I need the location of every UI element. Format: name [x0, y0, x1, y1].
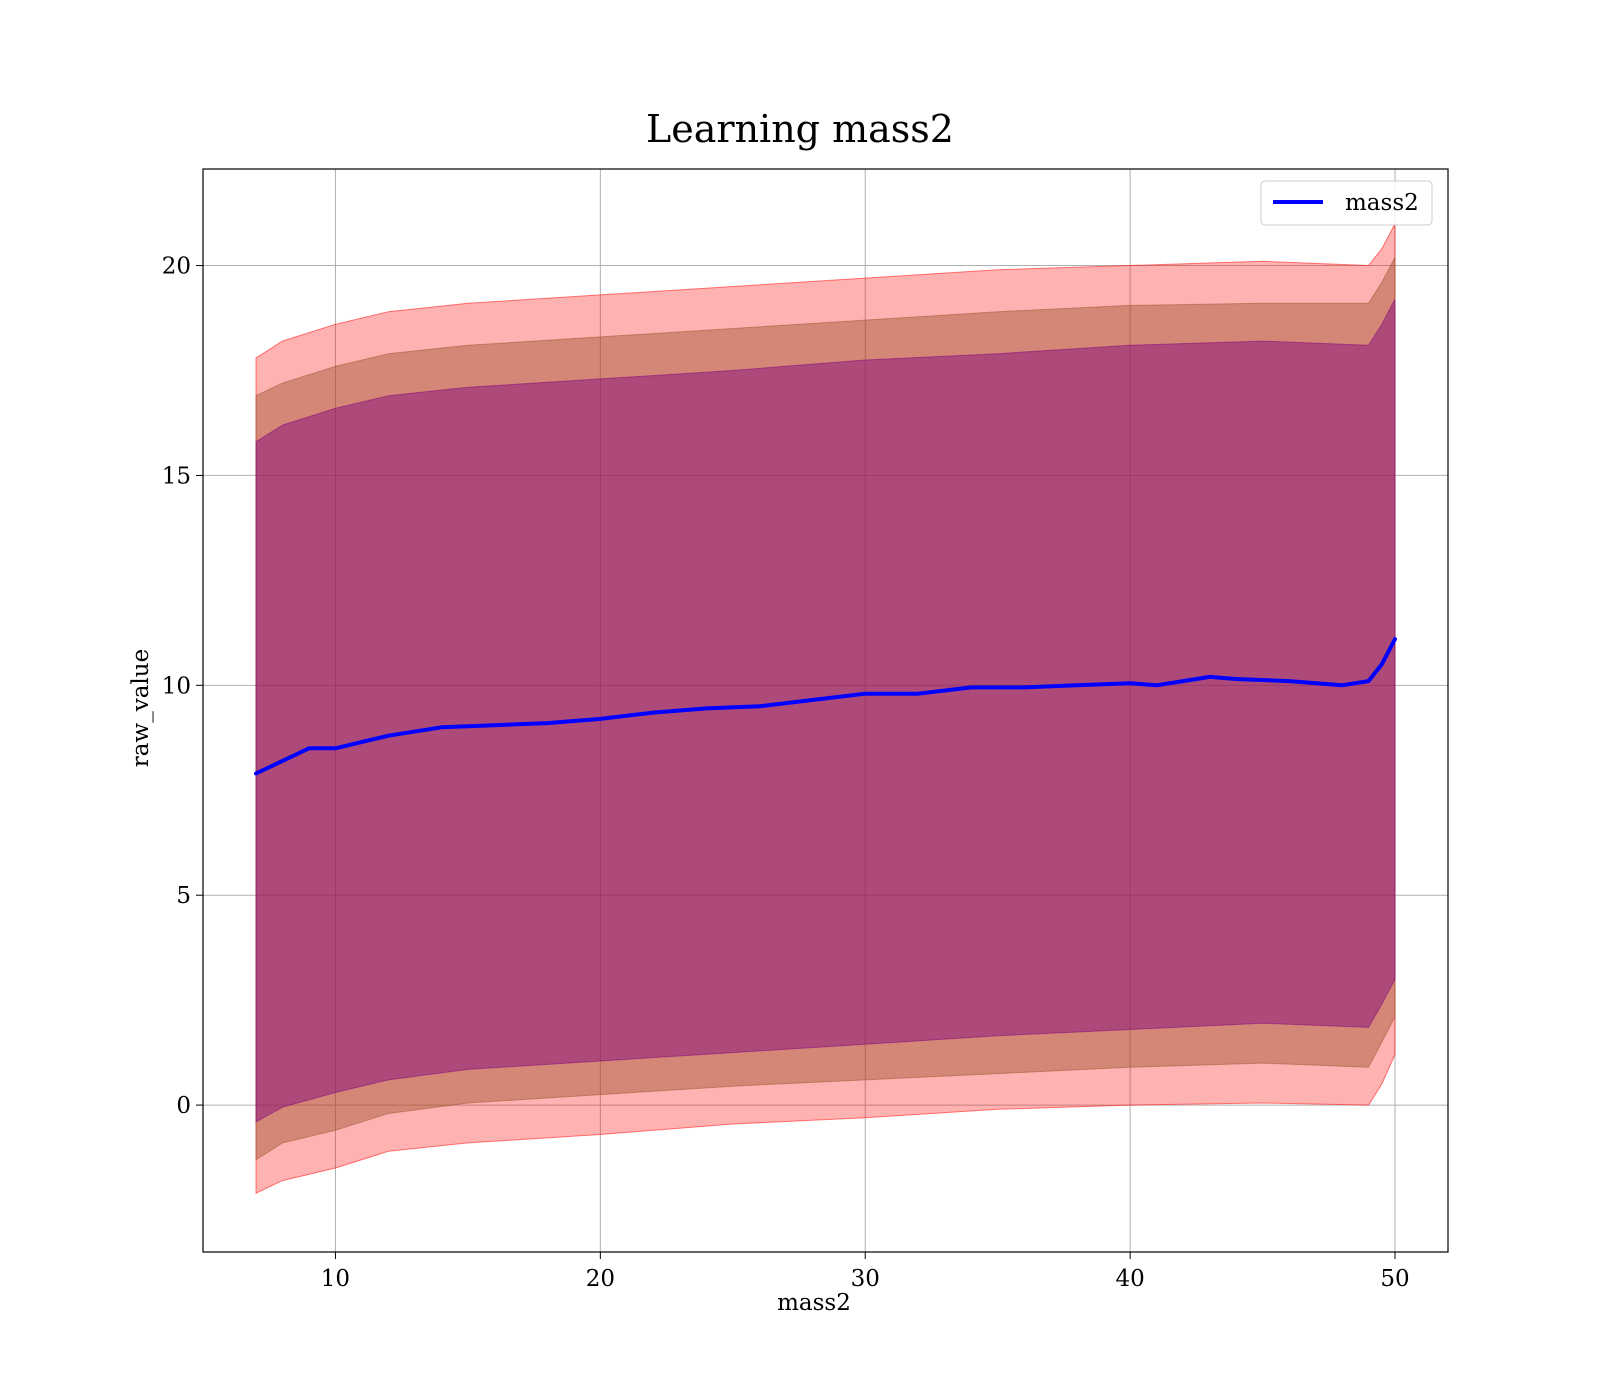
series-line-mass2	[254, 637, 1397, 776]
x-tick-label: 10	[321, 1266, 350, 1292]
plot-area-frame	[202, 168, 1449, 1253]
chart-title: Learning mass2	[646, 107, 954, 151]
y-axis-ticks: 0 5 10 15 20	[162, 254, 203, 1119]
y-tick-label: 15	[162, 463, 191, 489]
x-tick-label: 50	[1380, 1266, 1409, 1292]
band-middle	[255, 256, 1396, 1161]
series-lines	[254, 637, 1397, 776]
legend: mass2	[1260, 180, 1433, 226]
legend-label-mass2: mass2	[1345, 190, 1419, 216]
y-tick-label: 20	[162, 254, 191, 280]
y-axis-label: raw_value	[128, 649, 154, 767]
confidence-bands	[255, 223, 1396, 1194]
x-tick-label: 40	[1115, 1266, 1144, 1292]
x-tick-label: 30	[851, 1266, 880, 1292]
y-tick-label: 0	[176, 1093, 191, 1119]
x-axis-label: mass2	[777, 1290, 851, 1316]
x-tick-label: 20	[586, 1266, 615, 1292]
x-axis-ticks: 10 20 30 40 50	[321, 1252, 1410, 1292]
y-tick-label: 5	[176, 883, 191, 909]
y-tick-label: 10	[162, 673, 191, 699]
band-outer	[255, 223, 1396, 1194]
band-inner	[255, 298, 1396, 1123]
legend-frame	[1260, 180, 1433, 226]
